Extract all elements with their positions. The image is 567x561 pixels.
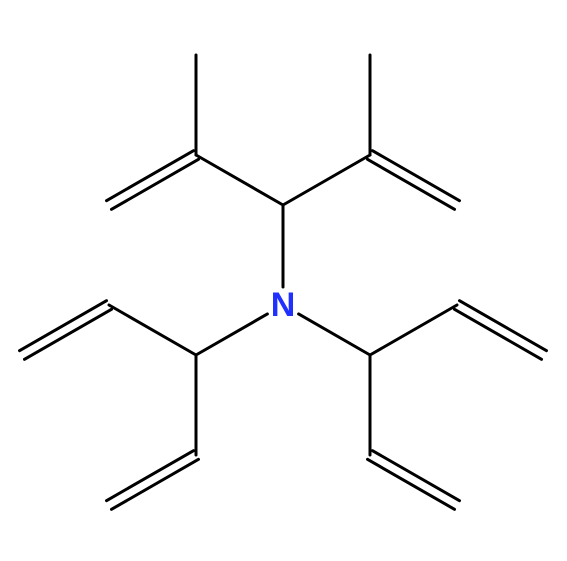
bond: [24, 309, 111, 359]
bond: [459, 301, 546, 351]
bond: [20, 301, 107, 351]
bond: [370, 305, 457, 355]
bond: [372, 451, 459, 501]
atoms-layer: N: [271, 286, 296, 324]
bond: [368, 459, 455, 509]
bond: [368, 159, 455, 209]
bond: [372, 151, 459, 201]
bond: [196, 314, 267, 355]
bond: [196, 155, 283, 205]
molecule-diagram: N: [0, 0, 567, 561]
bond: [111, 159, 198, 209]
atom-label-n: N: [271, 286, 296, 324]
bond: [107, 151, 194, 201]
bond: [455, 309, 542, 359]
bond: [107, 451, 194, 501]
bond: [111, 459, 198, 509]
bond: [109, 305, 196, 355]
bond: [299, 314, 370, 355]
bonds-layer: [20, 55, 547, 509]
bond: [283, 155, 370, 205]
